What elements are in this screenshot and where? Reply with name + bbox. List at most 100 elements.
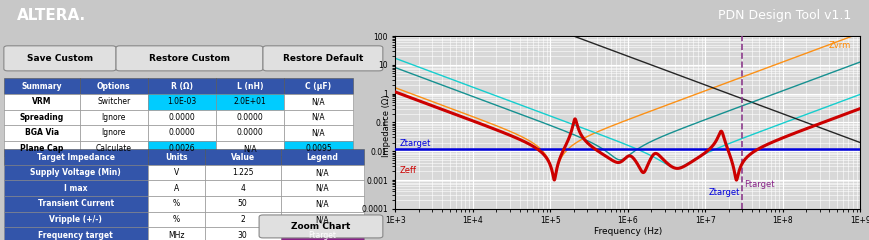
Bar bbox=[3, 78, 80, 94]
Text: I max: I max bbox=[64, 184, 88, 193]
Text: N/A: N/A bbox=[312, 97, 325, 106]
Text: Calculate: Calculate bbox=[96, 144, 132, 153]
Bar bbox=[3, 125, 80, 141]
Bar bbox=[148, 78, 216, 94]
Text: %: % bbox=[173, 199, 180, 209]
FancyBboxPatch shape bbox=[116, 46, 263, 71]
Text: 1.225: 1.225 bbox=[232, 168, 254, 177]
FancyBboxPatch shape bbox=[259, 215, 383, 238]
Bar bbox=[148, 94, 216, 109]
Text: MHz: MHz bbox=[168, 231, 184, 240]
Bar bbox=[281, 196, 364, 212]
Bar bbox=[148, 196, 205, 212]
Bar bbox=[3, 180, 148, 196]
Text: N/A: N/A bbox=[243, 144, 257, 153]
Bar bbox=[80, 141, 148, 156]
Bar bbox=[80, 78, 148, 94]
Text: Vripple (+/-): Vripple (+/-) bbox=[50, 215, 103, 224]
Text: V: V bbox=[174, 168, 179, 177]
Text: Ztarget: Ztarget bbox=[709, 188, 740, 197]
Text: 0.0000: 0.0000 bbox=[169, 113, 196, 122]
Text: Transient Current: Transient Current bbox=[38, 199, 114, 209]
Text: 2: 2 bbox=[240, 215, 245, 224]
Bar bbox=[205, 149, 281, 165]
Text: Restore Custom: Restore Custom bbox=[149, 54, 230, 63]
Text: Value: Value bbox=[230, 152, 255, 162]
Text: %: % bbox=[173, 215, 180, 224]
Bar bbox=[3, 196, 148, 212]
FancyBboxPatch shape bbox=[263, 46, 383, 71]
X-axis label: Frequency (Hz): Frequency (Hz) bbox=[594, 227, 662, 236]
Text: N/A: N/A bbox=[312, 113, 325, 122]
Text: Ftarget: Ftarget bbox=[744, 180, 774, 189]
Text: PDN Design Tool v1.1: PDN Design Tool v1.1 bbox=[719, 9, 852, 22]
Text: 2.0E+01: 2.0E+01 bbox=[234, 97, 267, 106]
Text: A: A bbox=[174, 184, 179, 193]
Bar bbox=[3, 109, 80, 125]
Text: Zeff: Zeff bbox=[400, 166, 417, 175]
Text: L (nH): L (nH) bbox=[237, 82, 263, 90]
Text: Supply Voltage (Min): Supply Voltage (Min) bbox=[30, 168, 122, 177]
Text: 0.0095: 0.0095 bbox=[305, 144, 332, 153]
Text: Options: Options bbox=[97, 82, 130, 90]
Text: N/A: N/A bbox=[315, 184, 329, 193]
Text: N/A: N/A bbox=[315, 215, 329, 224]
Bar bbox=[284, 141, 353, 156]
Bar bbox=[216, 141, 284, 156]
Bar bbox=[148, 109, 216, 125]
Text: 0.0026: 0.0026 bbox=[169, 144, 196, 153]
Bar bbox=[284, 125, 353, 141]
Text: Ignore: Ignore bbox=[102, 128, 126, 138]
Text: 1.0E-03: 1.0E-03 bbox=[168, 97, 196, 106]
Bar bbox=[148, 165, 205, 180]
Bar bbox=[80, 94, 148, 109]
Text: ALTERA.: ALTERA. bbox=[17, 8, 87, 23]
FancyBboxPatch shape bbox=[3, 46, 116, 71]
Text: Spreading: Spreading bbox=[20, 113, 64, 122]
Bar bbox=[284, 94, 353, 109]
Text: Frequency target: Frequency target bbox=[38, 231, 113, 240]
Bar bbox=[80, 109, 148, 125]
Bar bbox=[281, 165, 364, 180]
Bar bbox=[205, 228, 281, 240]
Bar bbox=[3, 94, 80, 109]
Bar bbox=[148, 141, 216, 156]
Text: VRM: VRM bbox=[32, 97, 51, 106]
Text: R (Ω): R (Ω) bbox=[171, 82, 193, 90]
Bar bbox=[205, 165, 281, 180]
Bar bbox=[205, 196, 281, 212]
Bar bbox=[281, 228, 364, 240]
Text: Ftarget: Ftarget bbox=[308, 231, 336, 240]
Text: Units: Units bbox=[165, 152, 188, 162]
Text: Zoom Chart: Zoom Chart bbox=[291, 222, 351, 231]
Text: Ignore: Ignore bbox=[102, 113, 126, 122]
Bar bbox=[281, 180, 364, 196]
Text: N/A: N/A bbox=[312, 128, 325, 138]
Bar bbox=[216, 125, 284, 141]
Bar bbox=[284, 109, 353, 125]
Text: Switcher: Switcher bbox=[97, 97, 130, 106]
Bar bbox=[216, 78, 284, 94]
Text: Zvrm: Zvrm bbox=[829, 41, 851, 50]
Bar bbox=[148, 149, 205, 165]
Text: N/A: N/A bbox=[315, 168, 329, 177]
Bar bbox=[281, 212, 364, 228]
Bar bbox=[205, 180, 281, 196]
Text: 4: 4 bbox=[240, 184, 245, 193]
Text: Save Custom: Save Custom bbox=[27, 54, 93, 63]
Bar bbox=[148, 228, 205, 240]
Bar bbox=[216, 109, 284, 125]
Bar bbox=[284, 78, 353, 94]
Text: C (µF): C (µF) bbox=[305, 82, 331, 90]
Bar bbox=[148, 180, 205, 196]
Text: 0.0000: 0.0000 bbox=[169, 128, 196, 138]
Text: Legend: Legend bbox=[306, 152, 338, 162]
Text: 0.0000: 0.0000 bbox=[237, 128, 263, 138]
Bar bbox=[281, 149, 364, 165]
Bar bbox=[148, 125, 216, 141]
Text: N/A: N/A bbox=[315, 199, 329, 209]
Text: Target Impedance: Target Impedance bbox=[36, 152, 115, 162]
Text: 50: 50 bbox=[238, 199, 248, 209]
Text: BGA Via: BGA Via bbox=[24, 128, 59, 138]
Text: 0.0000: 0.0000 bbox=[237, 113, 263, 122]
